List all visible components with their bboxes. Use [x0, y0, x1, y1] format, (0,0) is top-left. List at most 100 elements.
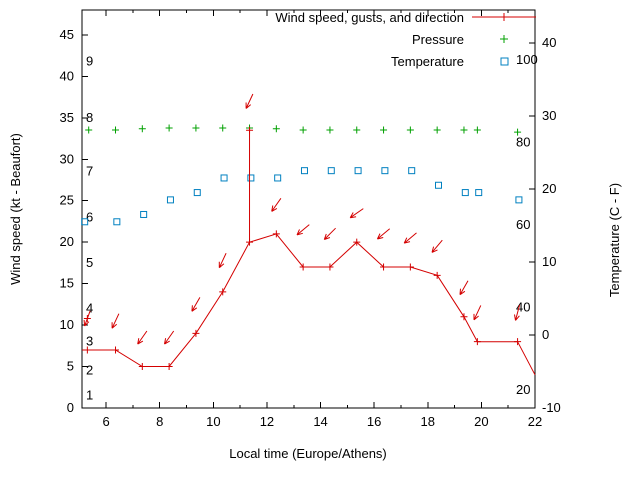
- y-axis-label-left: Wind speed (kt - Beaufort): [8, 133, 23, 285]
- x-tick-label: 8: [156, 414, 163, 429]
- legend-item-wind: Wind speed, gusts, and direction: [230, 6, 536, 28]
- press-scale-label: 20: [516, 382, 530, 397]
- beaufort-scale-label: 8: [86, 110, 93, 125]
- gust-marker: [246, 126, 254, 134]
- beaufort-scale-label: 4: [86, 301, 93, 316]
- wind-direction-arrow: [349, 208, 364, 219]
- wind-line-plus-icon: [472, 13, 536, 21]
- wind-tick-label: 5: [67, 359, 74, 374]
- wind-point-marker: [165, 363, 173, 371]
- x-tick-label: 22: [528, 414, 542, 429]
- wind-point-marker: [473, 338, 481, 346]
- temperature-point-marker: [515, 196, 523, 204]
- temperature-point-marker: [475, 189, 483, 197]
- legend-label-wind: Wind speed, gusts, and direction: [275, 9, 464, 25]
- wind-series: [82, 126, 536, 376]
- wind-point-marker: [514, 338, 522, 346]
- wind-direction-arrows: [83, 93, 521, 345]
- wind-direction-arrow: [245, 93, 254, 109]
- pressure-point-marker: [433, 126, 441, 134]
- pressure-point-marker: [85, 126, 93, 134]
- x-tick-label: 20: [474, 414, 488, 429]
- legend-label-temperature: Temperature: [391, 53, 464, 69]
- x-tick-label: 10: [206, 414, 220, 429]
- temperature-point-marker: [300, 167, 308, 175]
- pressure-point-marker: [406, 126, 414, 134]
- temperature-point-marker: [274, 174, 282, 182]
- beaufort-scale-label: 6: [86, 209, 93, 224]
- wind-direction-arrow: [296, 224, 310, 236]
- wind-point-marker: [380, 263, 388, 271]
- wind-direction-arrow: [164, 330, 175, 345]
- wind-direction-arrow: [431, 239, 443, 253]
- legend-item-temperature: Temperature: [230, 50, 536, 72]
- plot-border: [81, 9, 536, 409]
- beaufort-scale-label: 5: [86, 255, 93, 270]
- wind-point-marker: [138, 363, 146, 371]
- press-scale-label: 80: [516, 134, 530, 149]
- wind-direction-arrow: [137, 330, 148, 345]
- temperature-series: [81, 167, 523, 226]
- temp-tick-label: 0: [542, 327, 549, 342]
- wind-tick-label: 45: [60, 27, 74, 42]
- wind-direction-arrow: [218, 252, 227, 269]
- press-scale-label: 100: [516, 52, 538, 67]
- pressure-series: [85, 124, 522, 136]
- x-tick-label: 18: [421, 414, 435, 429]
- pressure-plus-icon: [500, 35, 508, 43]
- wind-point-marker: [83, 346, 91, 354]
- wind-tick-label: 30: [60, 151, 74, 166]
- wind-point-marker: [299, 263, 307, 271]
- press-scale-label: 40: [516, 299, 530, 314]
- chart-legend: Wind speed, gusts, and direction Pressur…: [230, 6, 536, 72]
- legend-item-pressure: Pressure: [230, 28, 536, 50]
- pressure-point-marker: [165, 124, 173, 132]
- temperature-point-marker: [193, 189, 201, 197]
- temperature-point-marker: [140, 210, 148, 218]
- wind-direction-arrow: [403, 232, 417, 244]
- temp-tick-label: 40: [542, 35, 556, 50]
- pressure-point-marker: [138, 125, 146, 133]
- wind-tick-label: 35: [60, 110, 74, 125]
- wind-tick-label: 15: [60, 276, 74, 291]
- wind-point-marker: [219, 288, 227, 296]
- pressure-point-marker: [460, 126, 468, 134]
- temperature-square-icon: [500, 57, 509, 66]
- temperature-point-marker: [220, 174, 228, 182]
- wind-point-marker: [112, 346, 120, 354]
- wind-direction-arrow: [191, 297, 201, 312]
- wind-direction-arrow: [323, 227, 336, 240]
- wind-speed-line: [82, 233, 536, 376]
- temperature-point-marker: [327, 167, 335, 175]
- pressure-point-marker: [112, 126, 120, 134]
- temperature-point-marker: [247, 174, 255, 182]
- pressure-point-marker: [192, 124, 200, 132]
- wind-direction-arrow: [83, 310, 91, 327]
- wind-direction-arrow: [376, 228, 391, 240]
- wind-point-marker: [326, 263, 334, 271]
- temperature-point-marker: [81, 218, 89, 226]
- temp-tick-label: 20: [542, 181, 556, 196]
- y-axis-label-right: Temperature (C - F): [607, 183, 622, 297]
- wind-tick-label: 20: [60, 234, 74, 249]
- beaufort-scale-label: 1: [86, 388, 93, 403]
- wind-point-marker: [192, 329, 200, 337]
- pressure-point-marker: [219, 124, 227, 132]
- temperature-point-marker: [354, 167, 362, 175]
- wind-tick-label: 40: [60, 68, 74, 83]
- beaufort-scale-label: 3: [86, 334, 93, 349]
- pressure-point-marker: [326, 126, 334, 134]
- beaufort-scale-label: 7: [86, 164, 93, 179]
- temperature-point-marker: [461, 189, 469, 197]
- temperature-point-marker: [113, 218, 121, 226]
- temp-tick-label: -10: [542, 400, 561, 415]
- pressure-point-marker: [473, 126, 481, 134]
- wind-point-marker: [272, 230, 280, 238]
- pressure-point-marker: [380, 126, 388, 134]
- wind-direction-arrow: [271, 198, 282, 212]
- pressure-point-marker: [272, 125, 280, 133]
- x-tick-label: 14: [313, 414, 327, 429]
- wind-direction-arrow: [514, 304, 521, 321]
